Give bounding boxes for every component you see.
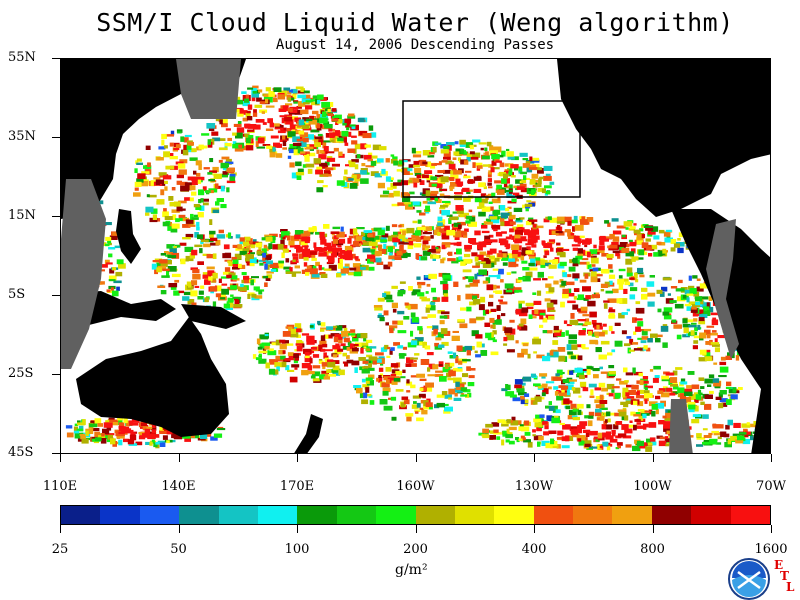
lon-tick [60,454,61,462]
chart-subtitle: August 14, 2006 Descending Passes [275,37,555,53]
lon-tick-label: 130W [514,479,554,494]
colorbar-tick-label: 1600 [754,542,788,557]
lat-tick [52,374,60,375]
colorbar-tick [60,525,61,533]
lat-tick [52,295,60,296]
lat-tick-label: 5S [8,287,26,302]
colorbar-segment [612,506,652,524]
colorbar-tick-label: 50 [170,542,187,557]
land-masses [61,59,770,453]
lat-tick [52,453,60,454]
colorbar-tick [415,525,417,533]
no-data-region [706,219,739,359]
new-zealand-land [294,414,323,453]
lon-tick [415,454,417,462]
lon-tick [534,454,535,462]
colorbar-segment [179,506,219,524]
lon-tick-label: 140E [161,479,196,494]
colorbar-tick [178,525,180,533]
colorbar-segment [454,506,495,524]
units-label: g/m² [395,562,428,578]
lat-tick-label: 45S [8,445,34,460]
lat-tick-label: 15N [8,208,36,223]
lon-tick-label: 110E [42,479,78,494]
colorbar-segment [494,506,534,524]
lon-tick-label: 170E [279,479,315,494]
colorbar-segment [139,506,180,524]
colorbar-segment [651,506,692,524]
colorbar-segment [533,506,574,524]
noaa-logo [728,558,770,600]
colorbar-tick-label: 800 [640,542,665,557]
colorbar-segment [376,506,416,524]
colorbar-tick-label: 400 [521,542,547,557]
colorbar-tick [534,525,535,533]
colorbar-segment [100,506,140,524]
colorbar-segment [573,506,613,524]
colorbar-tick-label: 25 [51,542,69,557]
colorbar-segment [730,506,771,524]
no-data-region [61,179,106,369]
highlight-box [402,100,581,198]
lat-tick [52,137,60,138]
lat-tick [52,216,60,217]
colorbar-tick [771,525,772,533]
lat-tick-label: 55N [8,50,36,65]
map-svg [61,59,770,453]
cloud-liquid-water-map [60,58,771,454]
lon-tick-label: 70W [756,479,786,494]
central-america-land [671,209,770,453]
lon-tick [771,454,772,462]
colorbar-segment [336,506,377,524]
lon-tick [178,454,180,462]
colorbar [60,505,771,525]
australia-land [76,317,229,437]
colorbar-tick-label: 200 [403,542,428,557]
colorbar-segment [691,506,731,524]
colorbar-tick-label: 100 [284,542,310,557]
chart-title: SSM/I Cloud Liquid Water (Weng algorithm… [96,8,734,37]
colorbar-segment [415,506,455,524]
asia-land [61,59,196,219]
no-data-region [669,399,693,453]
lon-tick [652,454,654,462]
lat-tick [52,58,60,59]
no-data-region [176,59,241,119]
new-guinea-land [181,304,246,329]
north-america-land [557,59,770,217]
colorbar-segment [61,506,101,524]
etl-logo: E T L [774,558,795,594]
colorbar-segment [257,506,298,524]
lat-tick-label: 35N [8,129,36,144]
lon-tick-label: 160W [396,479,435,494]
lat-tick-label: 25S [8,366,34,381]
colorbar-tick [297,525,298,533]
colorbar-tick [652,525,654,533]
lon-tick-label: 100W [633,479,672,494]
colorbar-segment [218,506,258,524]
philippines-land [116,209,141,264]
colorbar-segment [297,506,337,524]
lon-tick [297,454,298,462]
